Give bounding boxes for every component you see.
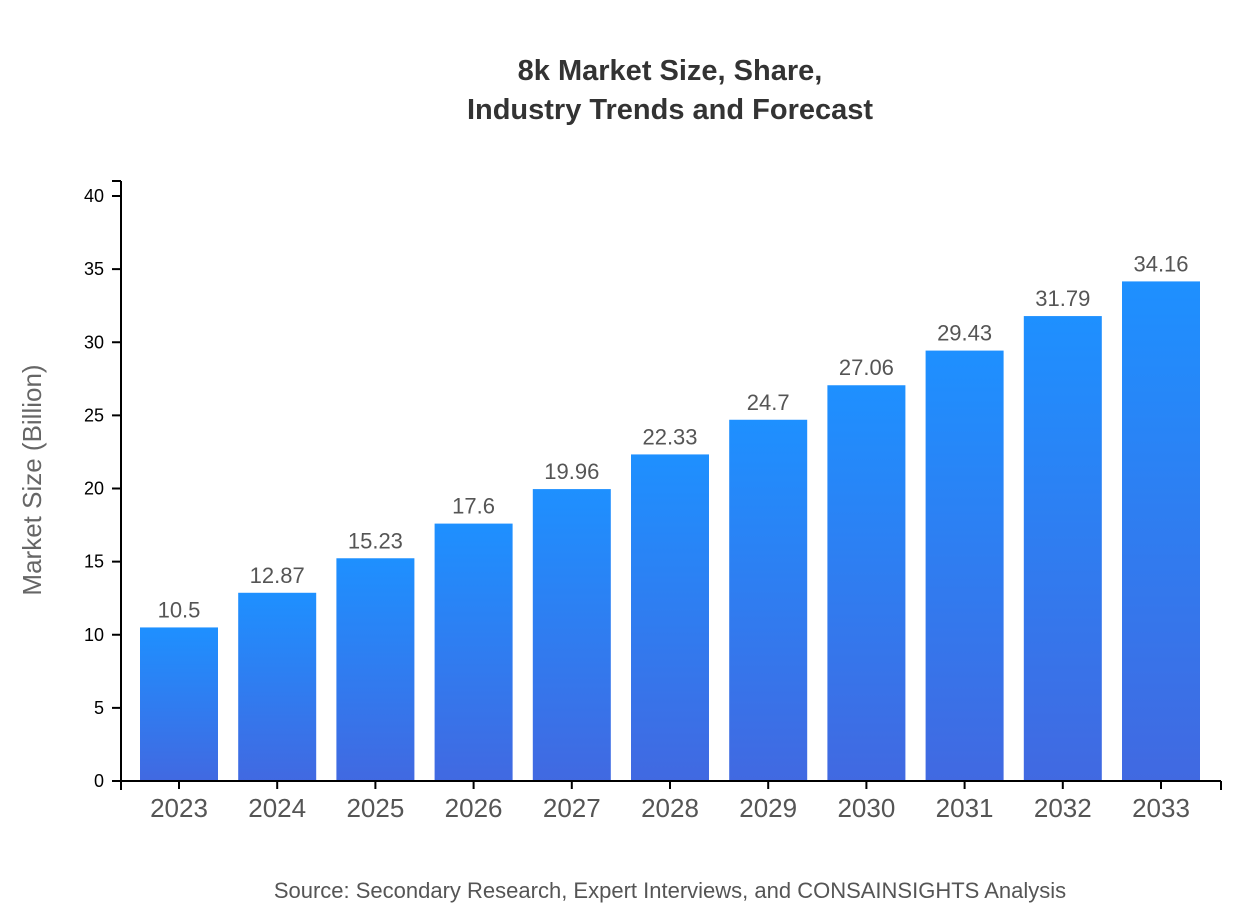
bar-2024 [238, 592, 317, 781]
bar-2027 [532, 489, 611, 781]
x-tick-label-2030: 2030 [837, 793, 895, 823]
bar-2033 [1122, 281, 1200, 781]
data-label-2031: 29.43 [937, 321, 992, 346]
y-axis-label: Market Size (Billion) [17, 364, 47, 595]
chart-title-line1: 8k Market Size, Share, [517, 55, 823, 87]
y-tick-label-25: 25 [84, 405, 104, 425]
x-tick-label-2023: 2023 [150, 793, 208, 823]
x-tick-label-2026: 2026 [445, 793, 503, 823]
x-tick-label-2032: 2032 [1034, 793, 1092, 823]
data-label-2028: 22.33 [642, 424, 697, 449]
y-tick-label-20: 20 [84, 479, 104, 499]
y-tick-label-30: 30 [84, 332, 104, 352]
bar-2028 [631, 454, 709, 781]
x-tick-label-2031: 2031 [936, 793, 994, 823]
data-label-2033: 34.16 [1133, 251, 1188, 276]
source-note: Source: Secondary Research, Expert Inter… [273, 878, 1067, 903]
data-label-2026: 17.6 [452, 494, 495, 519]
x-tick-label-2033: 2033 [1132, 793, 1190, 823]
data-label-2030: 27.06 [839, 355, 894, 380]
x-tick-label-2025: 2025 [346, 793, 404, 823]
bar-2025 [336, 558, 415, 781]
x-tick-label-2027: 2027 [543, 793, 601, 823]
y-tick-label-40: 40 [84, 186, 104, 206]
bar-2031 [925, 350, 1004, 781]
bar-2023 [140, 627, 218, 781]
chart-title: 8k Market Size, Share, Industry Trends a… [0, 52, 1260, 130]
data-label-2027: 19.96 [544, 459, 599, 484]
bar-2026 [434, 523, 513, 781]
y-tick-label-35: 35 [84, 259, 104, 279]
x-tick-label-2024: 2024 [248, 793, 306, 823]
bar-2030 [827, 385, 906, 781]
data-label-2029: 24.7 [747, 390, 790, 415]
data-label-2024: 12.87 [250, 563, 305, 588]
y-tick-label-0: 0 [94, 771, 104, 791]
y-tick-label-5: 5 [94, 698, 104, 718]
chart-title-line2: Industry Trends and Forecast [466, 94, 874, 126]
bar-2032 [1023, 316, 1102, 781]
data-label-2023: 10.5 [158, 597, 201, 622]
x-tick-label-2029: 2029 [739, 793, 797, 823]
x-tick-label-2028: 2028 [641, 793, 699, 823]
data-label-2025: 15.23 [348, 528, 403, 553]
y-tick-label-15: 15 [84, 552, 104, 572]
data-label-2032: 31.79 [1035, 286, 1090, 311]
y-tick-label-10: 10 [84, 625, 104, 645]
bar-2029 [729, 419, 808, 781]
